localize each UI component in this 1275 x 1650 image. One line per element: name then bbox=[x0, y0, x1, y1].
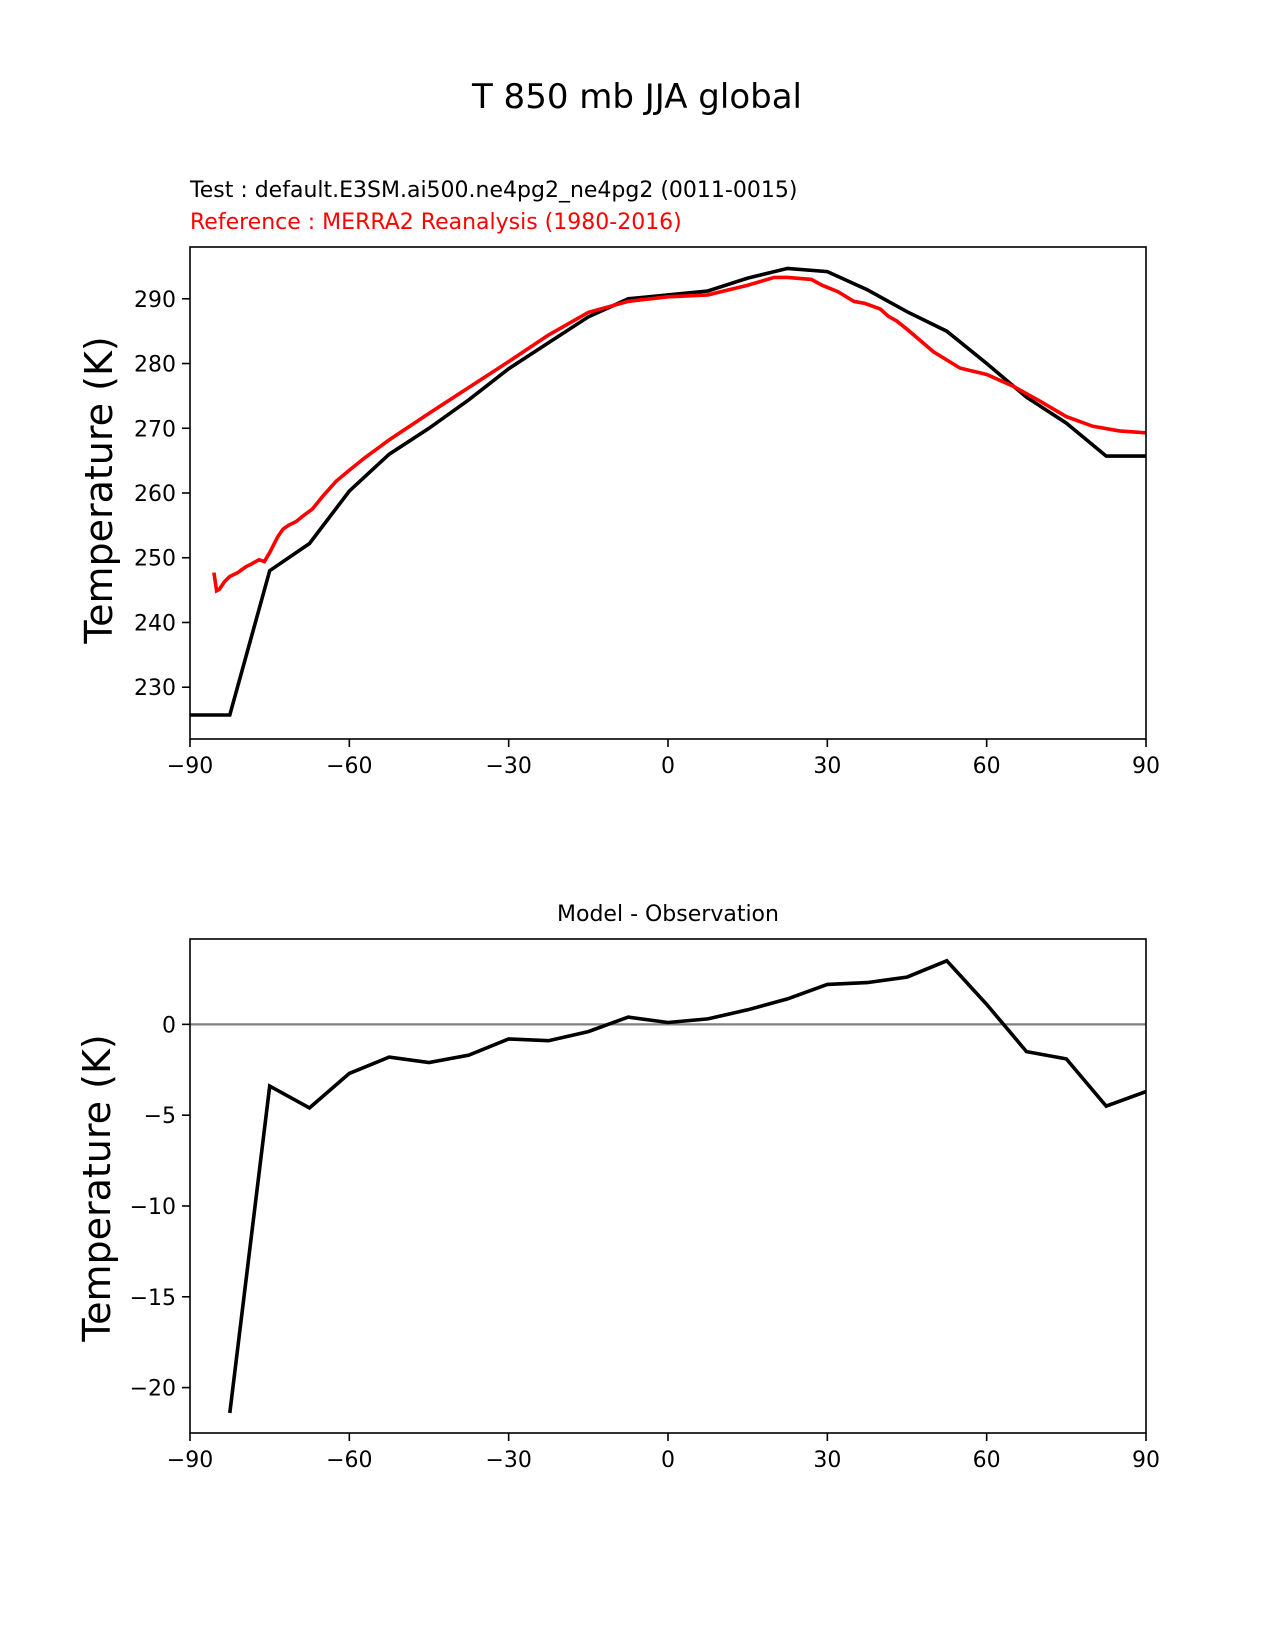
y-tick-label: 290 bbox=[134, 288, 176, 313]
series-line-model-observation bbox=[228, 958, 1147, 1414]
x-tick-label: 60 bbox=[973, 1448, 1001, 1473]
y-tick-label: 230 bbox=[134, 676, 176, 701]
axes-frame bbox=[189, 938, 1147, 1434]
y-tick-label: 260 bbox=[134, 482, 176, 507]
x-tick-label: 90 bbox=[1132, 1448, 1160, 1473]
bottom-title: Model - Observation bbox=[557, 902, 779, 927]
x-tick-label: −60 bbox=[326, 754, 372, 779]
x-tick-label: 0 bbox=[661, 754, 675, 779]
x-tick-label: −30 bbox=[485, 754, 531, 779]
x-tick-label: 0 bbox=[661, 1448, 675, 1473]
figure-title: T 850 mb JJA global bbox=[471, 77, 802, 117]
x-tick-label: −90 bbox=[167, 754, 213, 779]
reference-label: Reference : MERRA2 Reanalysis (1980-2016… bbox=[190, 210, 682, 235]
y-tick-label: −10 bbox=[130, 1195, 176, 1220]
x-tick-label: −90 bbox=[167, 1448, 213, 1473]
x-tick-label: 90 bbox=[1132, 754, 1160, 779]
x-tick-label: −30 bbox=[485, 1448, 531, 1473]
test-label: Test : default.E3SM.ai500.ne4pg2_ne4pg2 … bbox=[189, 178, 797, 203]
x-tick-label: 30 bbox=[813, 754, 841, 779]
y-tick-label: 270 bbox=[134, 417, 176, 442]
top-chart: −90 −60 −30 0 30 60 90 230 240 250 260 270 280 290 bbox=[134, 246, 1160, 779]
y-tick-label: 280 bbox=[134, 353, 176, 378]
y-tick-label: −20 bbox=[130, 1377, 176, 1402]
bottom-chart: −90 −60 −30 0 30 60 90 −20 −15 −10 −5 0 bbox=[130, 938, 1160, 1473]
top-ylabel: Temperature (K) bbox=[77, 336, 121, 644]
series-line-test bbox=[190, 266, 1146, 717]
y-tick-label: 0 bbox=[162, 1013, 176, 1038]
x-tick-label: 30 bbox=[813, 1448, 841, 1473]
bottom-ylabel: Temperature (K) bbox=[75, 1034, 119, 1342]
y-tick-label: −15 bbox=[130, 1286, 176, 1311]
x-tick-label: 60 bbox=[973, 754, 1001, 779]
y-tick-label: −5 bbox=[144, 1104, 176, 1129]
axes-frame bbox=[189, 246, 1147, 740]
y-tick-label: 240 bbox=[134, 611, 176, 636]
x-tick-label: −60 bbox=[326, 1448, 372, 1473]
series-line-reference bbox=[212, 275, 1147, 594]
y-tick-label: 250 bbox=[134, 547, 176, 572]
